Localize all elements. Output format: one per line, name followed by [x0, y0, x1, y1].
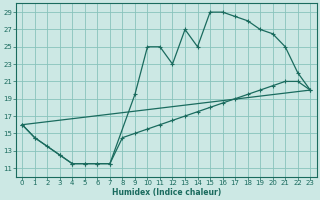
X-axis label: Humidex (Indice chaleur): Humidex (Indice chaleur)	[112, 188, 221, 197]
